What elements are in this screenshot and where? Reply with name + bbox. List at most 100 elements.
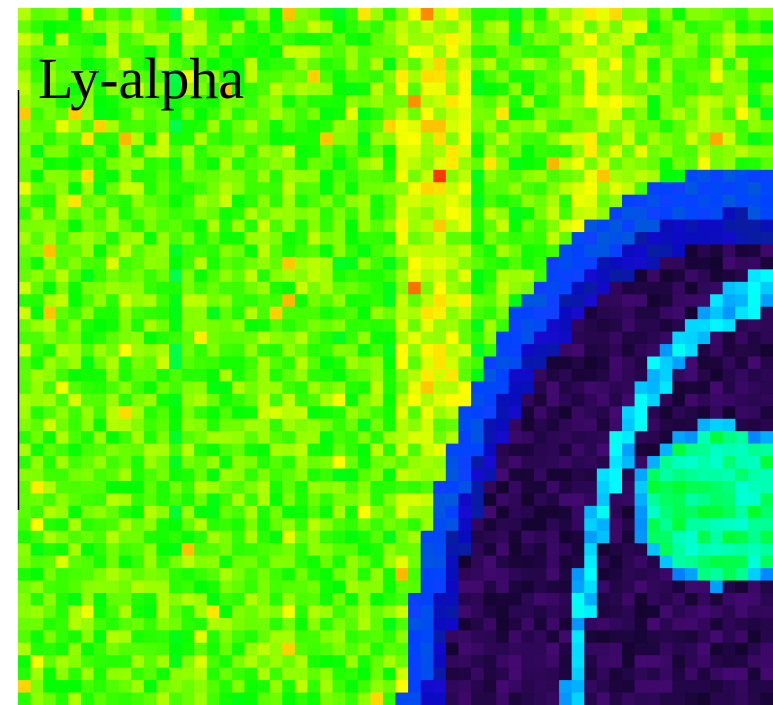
pixel (747, 244, 761, 258)
pixel (634, 144, 648, 158)
pixel (471, 45, 484, 59)
pixel (395, 456, 409, 469)
pixel (684, 667, 698, 681)
pixel (634, 95, 648, 108)
pixel (169, 344, 182, 357)
pixel (521, 505, 535, 519)
pixel (596, 468, 610, 482)
pixel (30, 381, 44, 395)
pixel (68, 518, 82, 532)
pixel (395, 132, 409, 146)
pixel (533, 169, 547, 183)
pixel (68, 667, 82, 681)
pixel (231, 107, 245, 121)
pixel (747, 95, 761, 108)
pixel (584, 256, 598, 270)
pixel (710, 642, 724, 656)
pixel (231, 232, 245, 245)
pixel (760, 431, 773, 445)
pixel (584, 157, 598, 171)
pixel (244, 306, 258, 320)
pixel (697, 57, 711, 71)
pixel (521, 32, 535, 46)
pixel (156, 431, 170, 445)
pixel (106, 306, 120, 320)
pixel (483, 194, 497, 208)
pixel (521, 107, 535, 121)
pixel (521, 605, 535, 619)
pixel (357, 219, 371, 233)
pixel (269, 468, 283, 482)
pixel (156, 605, 170, 619)
pixel (584, 120, 598, 133)
pixel (370, 344, 384, 357)
pixel (445, 605, 459, 619)
pixel (672, 20, 686, 34)
pixel (282, 157, 296, 171)
pixel (382, 667, 396, 681)
pixel (546, 468, 560, 482)
pixel (521, 617, 535, 631)
pixel (395, 331, 409, 345)
pixel (43, 592, 57, 606)
pixel (395, 70, 409, 84)
pixel (18, 331, 31, 345)
pixel (93, 294, 107, 308)
pixel (357, 194, 371, 208)
pixel (722, 642, 736, 656)
pixel (382, 555, 396, 569)
pixel (533, 331, 547, 345)
pixel (471, 368, 484, 382)
pixel (722, 182, 736, 196)
pixel (471, 456, 484, 469)
pixel (571, 281, 585, 295)
pixel (521, 493, 535, 507)
pixel (30, 194, 44, 208)
pixel (43, 456, 57, 469)
pixel (370, 356, 384, 370)
pixel (672, 95, 686, 108)
pixel (382, 368, 396, 382)
pixel (143, 57, 157, 71)
pixel (55, 456, 69, 469)
pixel (445, 630, 459, 644)
pixel (420, 368, 434, 382)
pixel (647, 406, 661, 420)
pixel (609, 144, 623, 158)
pixel (43, 356, 57, 370)
pixel (68, 555, 82, 569)
pixel (684, 82, 698, 96)
pixel (282, 107, 296, 121)
pixel (722, 443, 736, 457)
pixel (143, 45, 157, 59)
pixel (710, 393, 724, 407)
pixel (559, 57, 573, 71)
pixel (710, 256, 724, 270)
pixel (609, 480, 623, 494)
pixel (571, 244, 585, 258)
pixel (408, 667, 422, 681)
pixel (584, 70, 598, 84)
pixel (55, 244, 69, 258)
pixel (282, 120, 296, 133)
pixel (231, 219, 245, 233)
pixel (332, 592, 346, 606)
pixel (596, 95, 610, 108)
pixel (68, 207, 82, 220)
pixel (269, 8, 283, 21)
pixel (332, 8, 346, 21)
pixel (55, 356, 69, 370)
pixel (307, 505, 321, 519)
pixel (609, 70, 623, 84)
pixel (345, 20, 359, 34)
pixel (357, 555, 371, 569)
pixel (533, 605, 547, 619)
pixel (382, 95, 396, 108)
pixel (596, 219, 610, 233)
pixel (307, 344, 321, 357)
pixel (30, 431, 44, 445)
pixel (395, 642, 409, 656)
pixel (697, 605, 711, 619)
pixel (735, 480, 749, 494)
pixel (18, 493, 31, 507)
